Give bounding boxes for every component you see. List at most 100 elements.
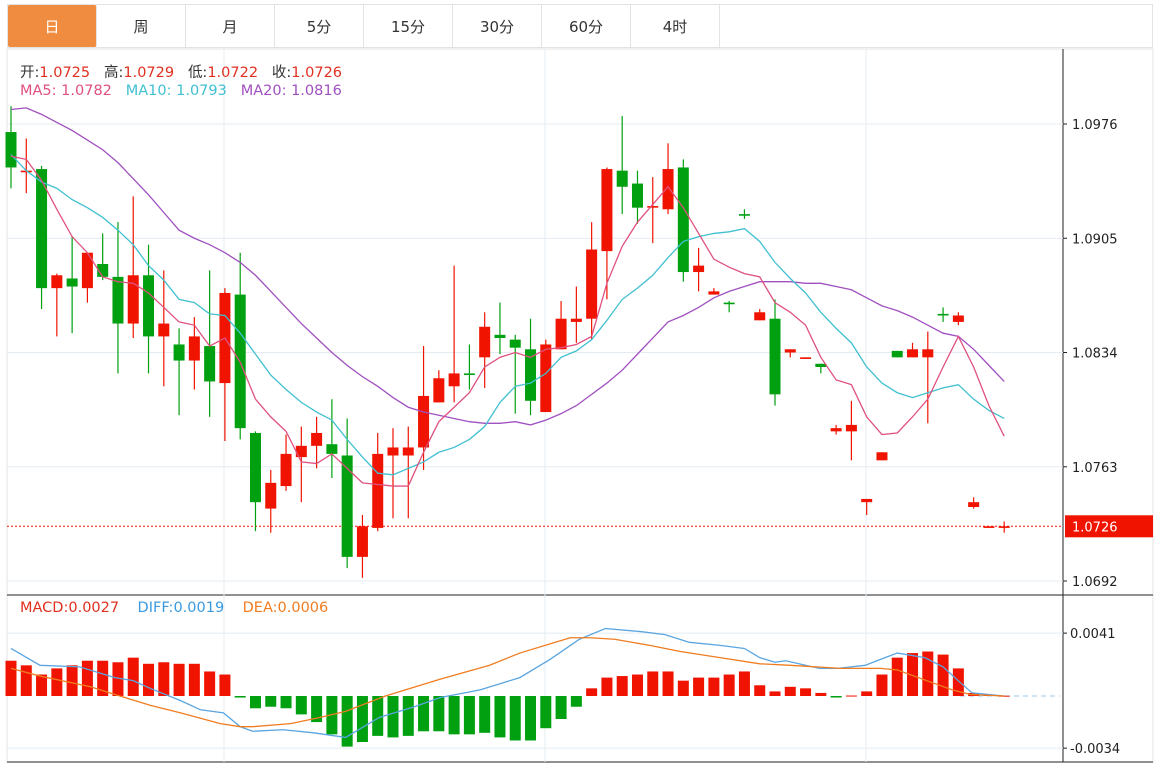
tab-day[interactable]: 日 (8, 5, 97, 47)
candle (891, 350, 903, 358)
macd-bar (158, 662, 170, 696)
candle (188, 317, 200, 390)
candle (968, 497, 980, 509)
candle-body (97, 264, 109, 277)
tab-week[interactable]: 周 (97, 5, 186, 47)
candle (280, 434, 292, 491)
macd-bar (387, 696, 399, 738)
candle-body (662, 169, 674, 210)
candle (433, 370, 445, 403)
candle (112, 222, 124, 374)
candle (998, 521, 1010, 533)
macd-bar (20, 665, 32, 696)
ma20-value: 1.0816 (291, 83, 342, 99)
candle (525, 318, 537, 416)
candle-body (769, 318, 781, 395)
macd-bar (204, 671, 216, 696)
candle-body (188, 336, 200, 361)
macd-bar (876, 674, 888, 696)
candle-body (433, 378, 445, 403)
candle (81, 252, 93, 303)
candles (5, 106, 1010, 578)
candle (738, 209, 750, 219)
candle-body (800, 357, 812, 359)
open-value: 1.0725 (39, 65, 91, 81)
tab-4hour[interactable]: 4时 (631, 5, 720, 47)
candle-body (173, 344, 185, 361)
candle-body (983, 526, 995, 528)
candle (540, 339, 552, 413)
candle-body (127, 275, 139, 324)
candle (448, 265, 460, 403)
candle-body (693, 265, 705, 273)
macd-bar (81, 660, 93, 696)
tab-60min[interactable]: 60分 (542, 5, 631, 47)
macd-bar (188, 663, 200, 696)
macd-bar (540, 696, 552, 729)
dea-line (10, 637, 1005, 728)
macd-bar (769, 691, 781, 696)
candle (494, 302, 506, 355)
macd-bar (51, 668, 63, 696)
macd-bar (463, 696, 475, 735)
candle-body (356, 526, 368, 557)
macd-bar (295, 696, 307, 715)
candle (800, 357, 812, 359)
candle (922, 331, 934, 424)
candle (830, 424, 842, 435)
candle (66, 236, 78, 334)
ma5-value: 1.0782 (61, 83, 112, 99)
candle-body (586, 249, 598, 319)
candle (861, 498, 873, 516)
close-value: 1.0726 (291, 65, 343, 81)
macd-bar (509, 696, 521, 741)
candle-body (494, 334, 506, 339)
macd-bar (5, 660, 17, 696)
candle-body (402, 447, 414, 456)
macd-bar (219, 674, 231, 696)
candle-body (677, 167, 689, 273)
candle-body (907, 349, 919, 358)
macd-bar (723, 674, 735, 696)
tab-15min[interactable]: 15分 (364, 5, 453, 47)
macd-tick-label: -0.0034 (1070, 742, 1120, 757)
candle (555, 301, 567, 350)
candle-body (295, 445, 307, 458)
dea-value: 0.0006 (277, 600, 329, 616)
macd-bar (525, 696, 537, 741)
indicator-lines (10, 107, 1005, 739)
tab-30min[interactable]: 30分 (453, 5, 542, 47)
macd-bar (647, 671, 659, 696)
candle (143, 244, 155, 374)
candle-body (845, 424, 857, 432)
tab-5min[interactable]: 5分 (275, 5, 364, 47)
current-price-label: 1.0726 (1072, 520, 1118, 535)
price-tick-label: 1.0692 (1072, 575, 1118, 590)
high-value: 1.0729 (123, 65, 175, 81)
low-value: 1.0722 (207, 65, 259, 81)
candle (463, 344, 475, 390)
tab-month[interactable]: 月 (186, 5, 275, 47)
candle-body (631, 183, 643, 208)
candle-body (66, 278, 78, 287)
macd-legend: MACD:0.0027 DIFF:0.0019 DEA:0.0006 (20, 600, 328, 616)
candle (616, 115, 628, 215)
macd-bar (830, 696, 842, 698)
macd-bar (433, 696, 445, 732)
macd-bar (112, 662, 124, 696)
candle-body (525, 349, 537, 401)
price-tick-label: 1.0976 (1072, 118, 1118, 133)
candle (662, 143, 674, 215)
candle-body (311, 432, 323, 446)
candle-body (754, 312, 766, 321)
candle-body (555, 318, 567, 350)
macd-bar (36, 674, 48, 696)
high-label: 高: (103, 65, 124, 81)
macd-bar (280, 696, 292, 709)
candle-body (143, 275, 155, 337)
macd-bar (494, 696, 506, 738)
macd-bar (891, 657, 903, 696)
candle-body (952, 315, 964, 322)
macd-value: 0.0027 (68, 600, 120, 616)
